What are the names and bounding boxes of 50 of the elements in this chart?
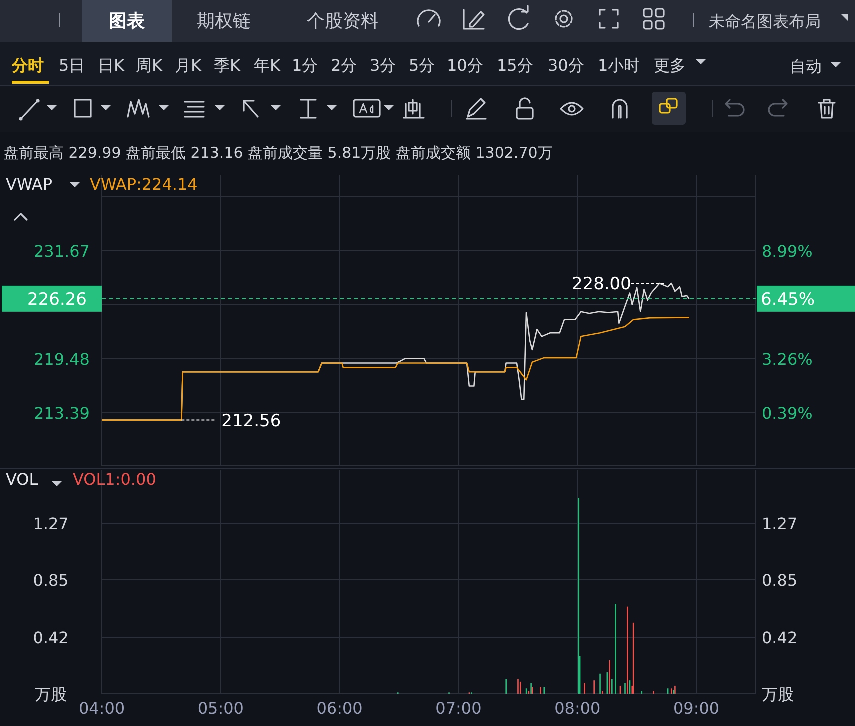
x-tick-label: 06:00 bbox=[316, 699, 363, 718]
text: 月K bbox=[175, 56, 202, 75]
y2-tick-label: 8.99% bbox=[762, 242, 813, 262]
x-tick-label: 08:00 bbox=[554, 699, 601, 718]
y2-tick-label: 0.42 bbox=[762, 628, 798, 648]
y-tick-label: 0.42 bbox=[33, 628, 69, 648]
x-tick-label: 04:00 bbox=[78, 699, 126, 718]
x-tick-label: 09:00 bbox=[673, 699, 720, 718]
y2-tick-label: 万股 bbox=[762, 685, 794, 704]
y2-tick-label: 1.27 bbox=[762, 514, 798, 534]
text: 分时 bbox=[11, 56, 44, 75]
text: 未命名图表布局 bbox=[709, 12, 821, 31]
text: 个股资料 bbox=[307, 11, 379, 32]
annotation: 228.00 bbox=[572, 274, 632, 295]
ref-line-label: 226.26 bbox=[28, 290, 87, 310]
text: 3分 bbox=[370, 56, 396, 75]
y-tick-label: 1.27 bbox=[33, 514, 69, 534]
annotation: VOL1:0.00 bbox=[73, 470, 156, 489]
text: 自动 bbox=[790, 57, 822, 76]
text: 30分 bbox=[548, 56, 584, 75]
text: 1小时 bbox=[598, 56, 640, 75]
text: 5分 bbox=[409, 56, 436, 75]
text: 期权链 bbox=[197, 11, 251, 32]
text: 10分 bbox=[447, 56, 484, 75]
text: 更多 bbox=[654, 56, 686, 75]
text: 15分 bbox=[497, 56, 534, 75]
y-tick-label: 219.48 bbox=[34, 350, 90, 369]
text: 季K bbox=[214, 56, 241, 75]
text: 5日 bbox=[59, 56, 86, 75]
y-tick-label: 万股 bbox=[35, 685, 67, 704]
y-tick-label: 213.39 bbox=[34, 404, 90, 423]
y2-tick-label: 0.85 bbox=[762, 570, 798, 590]
y2-tick-label: 0.39% bbox=[762, 404, 813, 423]
text: 2分 bbox=[331, 56, 358, 75]
annotation: VWAP:224.14 bbox=[90, 175, 198, 194]
text: 年K bbox=[254, 56, 281, 75]
x-tick-label: 07:00 bbox=[436, 699, 482, 718]
x-tick-label: 05:00 bbox=[198, 699, 244, 718]
annotation: 212.56 bbox=[222, 411, 282, 432]
y2-tick-label: 3.26% bbox=[762, 350, 813, 369]
text: 周K bbox=[136, 56, 163, 75]
y-tick-label: 231.67 bbox=[34, 242, 90, 262]
text: 盘前最高 229.99 盘前最低 213.16 盘前成交量 5.81万股 盘前成交额 1302.70万 bbox=[4, 144, 553, 162]
chart-title: VWAP bbox=[6, 175, 53, 194]
annotation: 6.45% bbox=[761, 290, 816, 310]
text: 1分 bbox=[292, 56, 318, 75]
y-tick-label: 0.85 bbox=[33, 570, 69, 590]
chart-title: VOL bbox=[6, 470, 38, 489]
text: 图表 bbox=[109, 11, 145, 32]
text: 日K bbox=[98, 56, 125, 75]
